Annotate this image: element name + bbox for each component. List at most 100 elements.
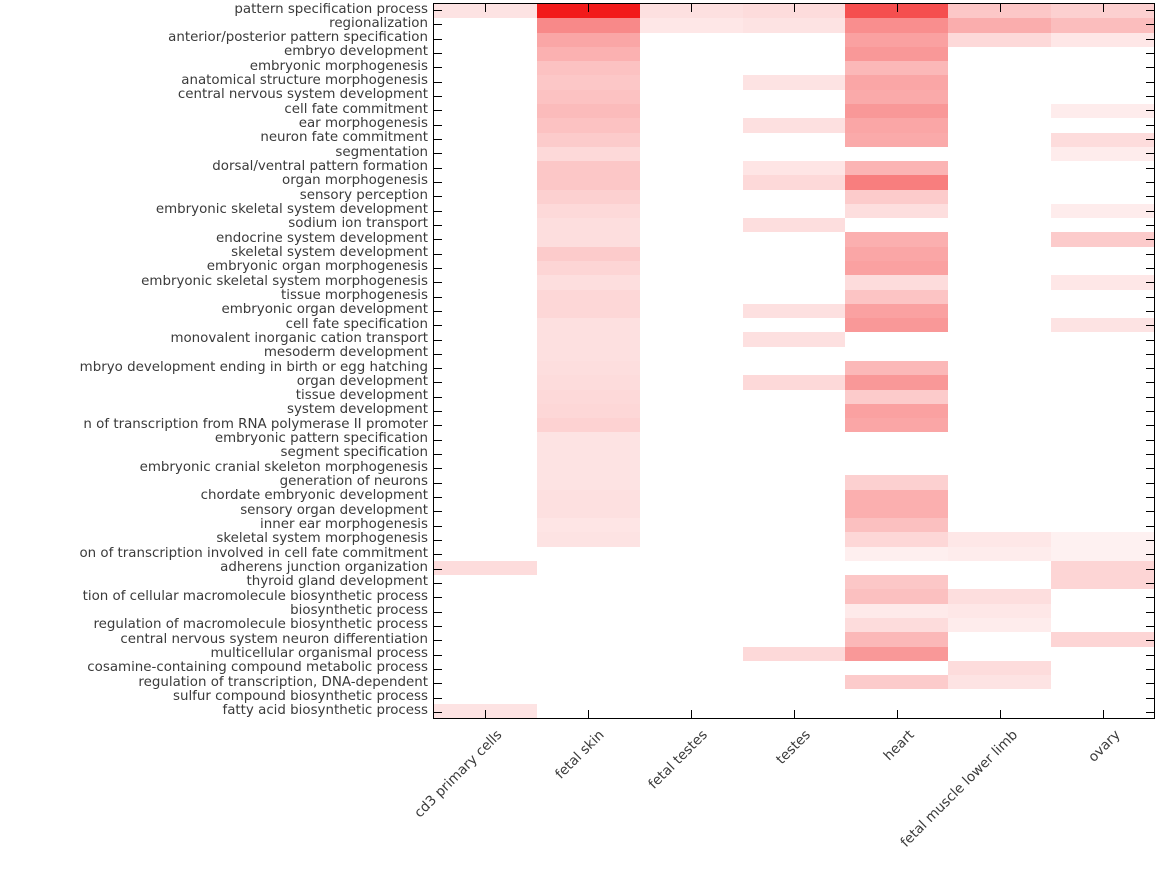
y-tick-label: segment specification xyxy=(280,445,428,461)
heatmap-cell xyxy=(434,75,537,90)
axis-tick-mark xyxy=(1146,353,1155,355)
heatmap-cell xyxy=(536,289,640,304)
heatmap-cell xyxy=(639,61,743,76)
heatmap-cell xyxy=(434,46,537,62)
axis-tick-mark xyxy=(1146,153,1155,155)
heatmap-cell xyxy=(639,532,743,547)
heatmap-cell xyxy=(434,118,537,133)
heatmap-cell xyxy=(536,403,640,419)
axis-tick-mark xyxy=(433,167,442,169)
axis-tick-mark xyxy=(1146,668,1155,670)
heatmap-cell xyxy=(742,689,846,704)
heatmap-cell xyxy=(536,632,640,647)
axis-tick-mark xyxy=(433,81,442,83)
heatmap-cell xyxy=(1051,203,1154,219)
heatmap-cell xyxy=(639,289,743,304)
heatmap-cell xyxy=(845,346,949,361)
axis-tick-mark xyxy=(794,3,795,12)
heatmap-cell xyxy=(948,418,1052,433)
heatmap-cell xyxy=(948,146,1052,162)
y-tick-label: central nervous system development xyxy=(177,87,428,103)
heatmap-cell xyxy=(948,575,1052,590)
heatmap-cell xyxy=(845,660,949,676)
heatmap-cell xyxy=(948,346,1052,361)
axis-tick-mark xyxy=(1000,710,1002,719)
axis-tick-mark xyxy=(433,568,442,570)
heatmap-cell xyxy=(639,432,743,447)
heatmap-cell xyxy=(845,675,949,690)
axis-tick-mark xyxy=(1146,640,1155,642)
heatmap-cell xyxy=(742,303,846,319)
heatmap-cell xyxy=(845,146,949,162)
heatmap-cell xyxy=(742,218,846,233)
heatmap-cell xyxy=(845,360,949,376)
heatmap-cell xyxy=(948,646,1052,661)
heatmap-cell xyxy=(639,375,743,390)
axis-tick-mark xyxy=(1146,110,1155,112)
y-tick-label: n of transcription from RNA polymerase I… xyxy=(83,416,428,432)
y-tick-label: embryonic cranial skeleton morphogenesis xyxy=(139,459,428,475)
heatmap-cell xyxy=(434,418,537,433)
axis-tick-mark xyxy=(1146,296,1155,298)
heatmap-cell xyxy=(536,61,640,76)
axis-tick-mark xyxy=(1146,239,1155,241)
heatmap-cell xyxy=(434,89,537,104)
heatmap-cell xyxy=(639,246,743,262)
heatmap-cell xyxy=(639,261,743,276)
heatmap-cell xyxy=(742,418,846,433)
axis-tick-mark xyxy=(1146,224,1155,226)
heatmap-cell xyxy=(536,475,640,490)
heatmap-cell xyxy=(1051,75,1154,90)
axis-tick-mark xyxy=(1146,411,1155,413)
y-tick-label: sensory perception xyxy=(299,187,428,203)
heatmap-cell xyxy=(845,389,949,404)
axis-tick-mark xyxy=(484,3,486,12)
axis-tick-mark xyxy=(433,454,442,456)
axis-tick-mark xyxy=(433,497,442,499)
heatmap-cell xyxy=(434,675,537,690)
heatmap-cell xyxy=(948,589,1052,604)
heatmap-cell xyxy=(845,618,949,633)
axis-tick-mark xyxy=(1146,38,1155,40)
heatmap-cell xyxy=(434,389,537,404)
axis-tick-mark xyxy=(433,582,442,584)
heatmap-cell xyxy=(845,460,949,476)
heatmap-cell xyxy=(845,575,949,590)
axis-tick-mark xyxy=(1146,482,1155,484)
axis-tick-mark xyxy=(433,282,442,284)
axis-tick-mark xyxy=(433,67,442,69)
x-tick-label: fetal skin xyxy=(552,727,609,783)
heatmap-cell xyxy=(639,203,743,219)
heatmap-cell xyxy=(1051,432,1154,447)
heatmap-cell xyxy=(536,389,640,404)
heatmap-cell xyxy=(434,460,537,476)
heatmap-cell xyxy=(948,118,1052,133)
axis-tick-mark xyxy=(433,640,442,642)
heatmap-cell xyxy=(742,560,846,576)
axis-tick-mark xyxy=(1146,711,1155,713)
heatmap-cell xyxy=(434,589,537,604)
y-tick-label: regulation of macromolecule biosynthetic… xyxy=(93,617,428,633)
heatmap-cell xyxy=(742,161,846,176)
heatmap-cell xyxy=(742,532,846,547)
heatmap-cell xyxy=(639,675,743,690)
heatmap-cell xyxy=(845,418,949,433)
axis-tick-mark xyxy=(433,382,442,384)
y-tick-label: organ development xyxy=(296,373,428,389)
axis-tick-mark xyxy=(433,325,442,327)
heatmap-cell xyxy=(536,261,640,276)
heatmap-cell xyxy=(639,360,743,376)
y-tick-label: segmentation xyxy=(335,144,428,160)
heatmap-cell xyxy=(434,575,537,590)
heatmap-cell xyxy=(845,203,949,219)
heatmap-cell xyxy=(1051,318,1154,333)
heatmap-cell xyxy=(434,518,537,533)
heatmap-cell xyxy=(948,189,1052,204)
axis-tick-mark xyxy=(1146,683,1155,685)
heatmap-cell xyxy=(845,646,949,661)
axis-tick-mark xyxy=(433,124,442,126)
axis-tick-mark xyxy=(1146,525,1155,527)
x-tick-label: fetal muscle lower limb xyxy=(897,727,1021,851)
heatmap-cell xyxy=(639,518,743,533)
heatmap-cell xyxy=(434,503,537,519)
